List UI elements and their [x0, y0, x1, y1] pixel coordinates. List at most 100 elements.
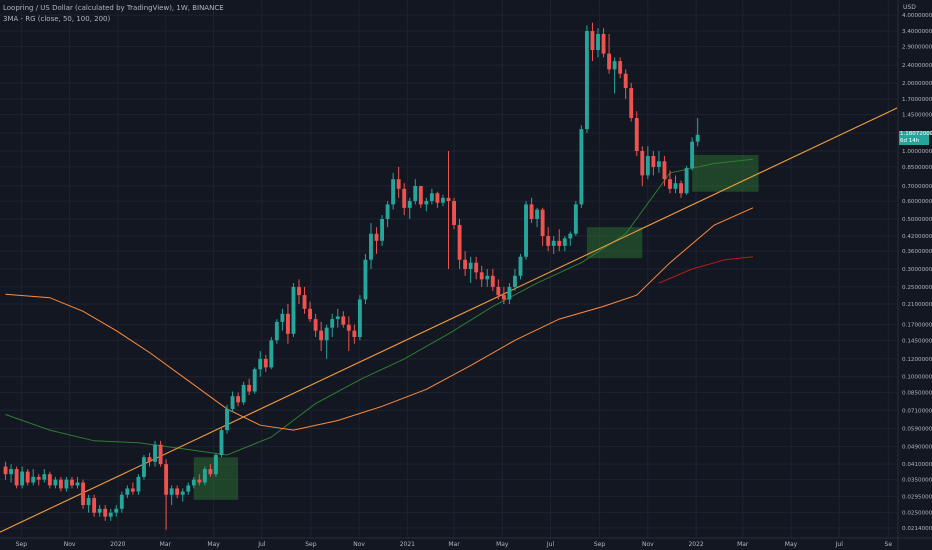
candle-body[interactable] [463, 259, 468, 270]
candle-body[interactable] [302, 295, 307, 309]
candle-body[interactable] [108, 512, 113, 517]
candle-body[interactable] [673, 183, 678, 189]
candle-body[interactable] [601, 33, 606, 54]
candle-body[interactable] [3, 466, 8, 475]
candle-body[interactable] [385, 204, 390, 219]
candle-body[interactable] [70, 479, 74, 486]
candle-body[interactable] [164, 464, 169, 495]
candle-body[interactable] [197, 479, 202, 483]
candle-body[interactable] [285, 313, 290, 334]
candle-body[interactable] [25, 471, 30, 483]
candle-body[interactable] [662, 161, 667, 180]
candle-body[interactable] [645, 156, 650, 176]
candle-body[interactable] [191, 479, 196, 486]
candle-body[interactable] [490, 275, 495, 287]
candle-body[interactable] [380, 218, 384, 241]
candle-body[interactable] [435, 193, 440, 203]
candle-body[interactable] [64, 479, 69, 489]
candle-body[interactable] [441, 197, 445, 203]
indicator-legend[interactable]: 3MA - RG (close, 50, 100, 200) [3, 15, 111, 23]
candle-body[interactable] [446, 197, 451, 202]
candle-body[interactable] [236, 396, 241, 403]
candle-body[interactable] [374, 233, 379, 241]
candle-body[interactable] [153, 444, 157, 462]
candle-body[interactable] [147, 457, 152, 462]
candle-body[interactable] [208, 469, 213, 475]
candle-body[interactable] [53, 479, 58, 486]
candle-body[interactable] [341, 316, 346, 325]
candle-body[interactable] [640, 150, 645, 176]
candle-body[interactable] [114, 508, 119, 513]
candle-body[interactable] [175, 488, 180, 495]
candle-body[interactable] [346, 324, 351, 331]
candle-body[interactable] [219, 430, 224, 456]
candle-body[interactable] [324, 327, 329, 341]
candle-body[interactable] [225, 408, 229, 431]
candle-body[interactable] [535, 209, 540, 219]
candle-body[interactable] [42, 474, 47, 480]
candle-body[interactable] [656, 161, 661, 167]
candle-body[interactable] [524, 204, 528, 257]
candle-body[interactable] [424, 201, 429, 205]
candle-body[interactable] [158, 444, 163, 465]
candle-body[interactable] [651, 156, 656, 167]
candle-body[interactable] [308, 308, 313, 320]
candle-body[interactable] [169, 488, 174, 495]
candle-body[interactable] [214, 455, 218, 475]
candle-body[interactable] [668, 179, 672, 189]
candle-body[interactable] [501, 295, 506, 300]
candle-body[interactable] [58, 479, 63, 489]
candle-body[interactable] [396, 179, 401, 189]
candle-body[interactable] [258, 358, 263, 370]
candle-body[interactable] [546, 236, 551, 246]
candle-body[interactable] [202, 469, 207, 483]
candle-body[interactable] [518, 256, 523, 276]
candle-body[interactable] [413, 185, 418, 202]
candle-body[interactable] [418, 185, 423, 205]
candle-body[interactable] [695, 134, 700, 142]
candle-body[interactable] [119, 494, 124, 509]
candle-body[interactable] [180, 491, 185, 495]
candle-body[interactable] [607, 53, 612, 70]
candle-body[interactable] [252, 369, 257, 392]
candle-body[interactable] [468, 262, 473, 270]
candle-body[interactable] [407, 201, 412, 208]
candle-body[interactable] [313, 319, 318, 331]
candle-body[interactable] [363, 259, 368, 300]
candle-body[interactable] [97, 508, 102, 513]
candle-body[interactable] [568, 233, 573, 239]
candle-body[interactable] [297, 286, 301, 296]
candle-body[interactable] [690, 141, 695, 169]
candle-body[interactable] [125, 488, 130, 495]
candle-body[interactable] [230, 396, 235, 409]
candle-body[interactable] [263, 358, 268, 368]
candle-body[interactable] [618, 61, 623, 74]
candle-body[interactable] [31, 476, 36, 483]
candle-body[interactable] [330, 319, 335, 328]
candle-body[interactable] [136, 476, 141, 492]
candle-body[interactable] [540, 209, 545, 237]
candle-body[interactable] [241, 384, 246, 403]
candle-body[interactable] [369, 233, 373, 260]
candle-body[interactable] [319, 330, 324, 341]
candle-body[interactable] [623, 73, 628, 89]
time-axis[interactable]: Sep Nov 2020 Mar May Jul Sep Nov 2021 Mar May Jul Se… [0, 537, 932, 548]
candles[interactable] [3, 22, 700, 530]
candle-body[interactable] [186, 485, 191, 492]
candle-body[interactable] [357, 299, 362, 337]
candle-body[interactable] [47, 474, 52, 486]
candle-body[interactable] [529, 204, 534, 219]
candle-body[interactable] [14, 469, 19, 486]
candle-body[interactable] [36, 476, 41, 480]
candle-body[interactable] [457, 225, 462, 260]
candle-body[interactable] [103, 508, 108, 517]
candle-body[interactable] [247, 384, 252, 392]
candle-body[interactable] [573, 204, 578, 234]
candle-body[interactable] [590, 31, 595, 51]
candle-body[interactable] [269, 340, 274, 368]
candle-body[interactable] [352, 330, 357, 337]
candle-body[interactable] [612, 61, 617, 70]
candle-body[interactable] [557, 240, 562, 246]
